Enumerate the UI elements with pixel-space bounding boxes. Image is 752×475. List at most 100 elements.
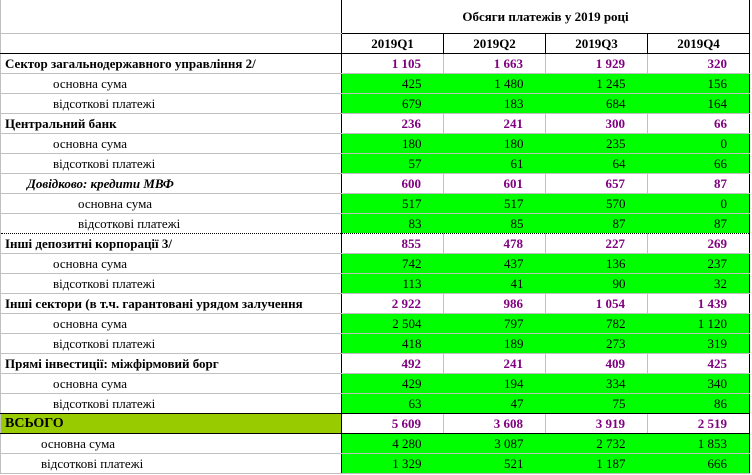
table-title[interactable]: Обсяги платежів у 2019 році [341,0,750,34]
value-cell-2019q1[interactable]: 180 [341,133,444,154]
value-cell-2019q1[interactable]: 429 [341,373,444,394]
row-label[interactable]: відсоткові платежі [0,273,342,294]
value-cell-2019q3[interactable]: 1 929 [545,53,648,74]
row-label[interactable]: ВСЬОГО [0,413,342,434]
value-cell-2019q4[interactable]: 237 [647,253,750,274]
value-cell-2019q1[interactable]: 4 280 [341,433,444,454]
value-cell-2019q1[interactable]: 1 329 [341,453,444,474]
value-cell-2019q3[interactable]: 227 [545,233,648,254]
value-cell-2019q4[interactable]: 87 [647,173,750,194]
value-cell-2019q1[interactable]: 1 105 [341,53,444,74]
value-cell-2019q3[interactable]: 90 [545,273,648,294]
value-cell-2019q3[interactable]: 3 919 [545,413,648,434]
value-cell-2019q3[interactable]: 136 [545,253,648,274]
value-cell-2019q2[interactable]: 601 [443,173,546,194]
value-cell-2019q1[interactable]: 63 [341,393,444,414]
row-label[interactable]: відсоткові платежі [0,333,342,354]
value-cell-2019q3[interactable]: 273 [545,333,648,354]
row-label[interactable]: Інші сектори (в т.ч. гарантовані урядом … [0,293,342,314]
value-cell-2019q2[interactable]: 47 [443,393,546,414]
value-cell-2019q2[interactable]: 180 [443,133,546,154]
row-label[interactable]: відсоткові платежі [0,93,342,114]
value-cell-2019q3[interactable]: 684 [545,93,648,114]
row-label[interactable]: основна сума [0,73,342,94]
value-cell-2019q4[interactable]: 666 [647,453,750,474]
value-cell-2019q2[interactable]: 1 663 [443,53,546,74]
value-cell-2019q4[interactable]: 66 [647,153,750,174]
value-cell-2019q1[interactable]: 855 [341,233,444,254]
value-cell-2019q4[interactable]: 86 [647,393,750,414]
value-cell-2019q2[interactable]: 61 [443,153,546,174]
value-cell-2019q3[interactable]: 409 [545,353,648,374]
row-label[interactable]: відсоткові платежі [0,393,342,414]
value-cell-2019q4[interactable]: 156 [647,73,750,94]
value-cell-2019q3[interactable]: 782 [545,313,648,334]
row-label[interactable]: основна сума [0,433,342,454]
value-cell-2019q2[interactable]: 521 [443,453,546,474]
value-cell-2019q3[interactable]: 334 [545,373,648,394]
value-cell-2019q3[interactable]: 570 [545,193,648,214]
value-cell-2019q2[interactable]: 194 [443,373,546,394]
value-cell-2019q3[interactable]: 87 [545,213,648,234]
row-label[interactable]: основна сума [0,373,342,394]
value-cell-2019q3[interactable]: 75 [545,393,648,414]
header-label-cell[interactable] [0,33,342,54]
value-cell-2019q1[interactable]: 517 [341,193,444,214]
row-label[interactable]: відсоткові платежі [0,153,342,174]
row-label[interactable]: основна сума [0,253,342,274]
value-cell-2019q1[interactable]: 742 [341,253,444,274]
row-label[interactable]: основна сума [0,193,342,214]
value-cell-2019q4[interactable]: 0 [647,193,750,214]
value-cell-2019q4[interactable]: 32 [647,273,750,294]
quarter-header-q2[interactable]: 2019Q2 [443,33,546,54]
value-cell-2019q4[interactable]: 164 [647,93,750,114]
value-cell-2019q4[interactable]: 1 439 [647,293,750,314]
value-cell-2019q1[interactable]: 83 [341,213,444,234]
row-label[interactable]: Сектор загальнодержавного управління 2/ [0,53,342,74]
value-cell-2019q2[interactable]: 986 [443,293,546,314]
value-cell-2019q2[interactable]: 241 [443,353,546,374]
value-cell-2019q2[interactable]: 183 [443,93,546,114]
quarter-header-q1[interactable]: 2019Q1 [341,33,444,54]
value-cell-2019q4[interactable]: 0 [647,133,750,154]
row-label[interactable]: Центральний банк [0,113,342,134]
value-cell-2019q4[interactable]: 2 519 [647,413,750,434]
value-cell-2019q1[interactable]: 425 [341,73,444,94]
value-cell-2019q2[interactable]: 517 [443,193,546,214]
value-cell-2019q4[interactable]: 269 [647,233,750,254]
value-cell-2019q1[interactable]: 492 [341,353,444,374]
value-cell-2019q3[interactable]: 2 732 [545,433,648,454]
quarter-header-q3[interactable]: 2019Q3 [545,33,648,54]
row-label[interactable]: Інші депозитні корпорації 3/ [0,233,342,254]
value-cell-2019q3[interactable]: 235 [545,133,648,154]
corner-cell[interactable] [0,0,342,34]
value-cell-2019q1[interactable]: 236 [341,113,444,134]
value-cell-2019q1[interactable]: 2 922 [341,293,444,314]
value-cell-2019q1[interactable]: 418 [341,333,444,354]
value-cell-2019q1[interactable]: 600 [341,173,444,194]
value-cell-2019q2[interactable]: 85 [443,213,546,234]
value-cell-2019q3[interactable]: 1 054 [545,293,648,314]
value-cell-2019q2[interactable]: 3 087 [443,433,546,454]
value-cell-2019q4[interactable]: 66 [647,113,750,134]
value-cell-2019q2[interactable]: 1 480 [443,73,546,94]
value-cell-2019q4[interactable]: 425 [647,353,750,374]
value-cell-2019q1[interactable]: 5 609 [341,413,444,434]
row-label[interactable]: Довідково: кредити МВФ [0,173,342,194]
value-cell-2019q2[interactable]: 41 [443,273,546,294]
row-label[interactable]: основна сума [0,133,342,154]
value-cell-2019q3[interactable]: 657 [545,173,648,194]
value-cell-2019q4[interactable]: 87 [647,213,750,234]
value-cell-2019q4[interactable]: 340 [647,373,750,394]
row-label[interactable]: Прямі інвестиції: міжфірмовий борг [0,353,342,374]
value-cell-2019q4[interactable]: 319 [647,333,750,354]
row-label[interactable]: основна сума [0,313,342,334]
value-cell-2019q4[interactable]: 1 120 [647,313,750,334]
value-cell-2019q1[interactable]: 679 [341,93,444,114]
value-cell-2019q4[interactable]: 1 853 [647,433,750,454]
value-cell-2019q2[interactable]: 437 [443,253,546,274]
value-cell-2019q3[interactable]: 1 187 [545,453,648,474]
value-cell-2019q3[interactable]: 1 245 [545,73,648,94]
value-cell-2019q1[interactable]: 57 [341,153,444,174]
value-cell-2019q1[interactable]: 113 [341,273,444,294]
